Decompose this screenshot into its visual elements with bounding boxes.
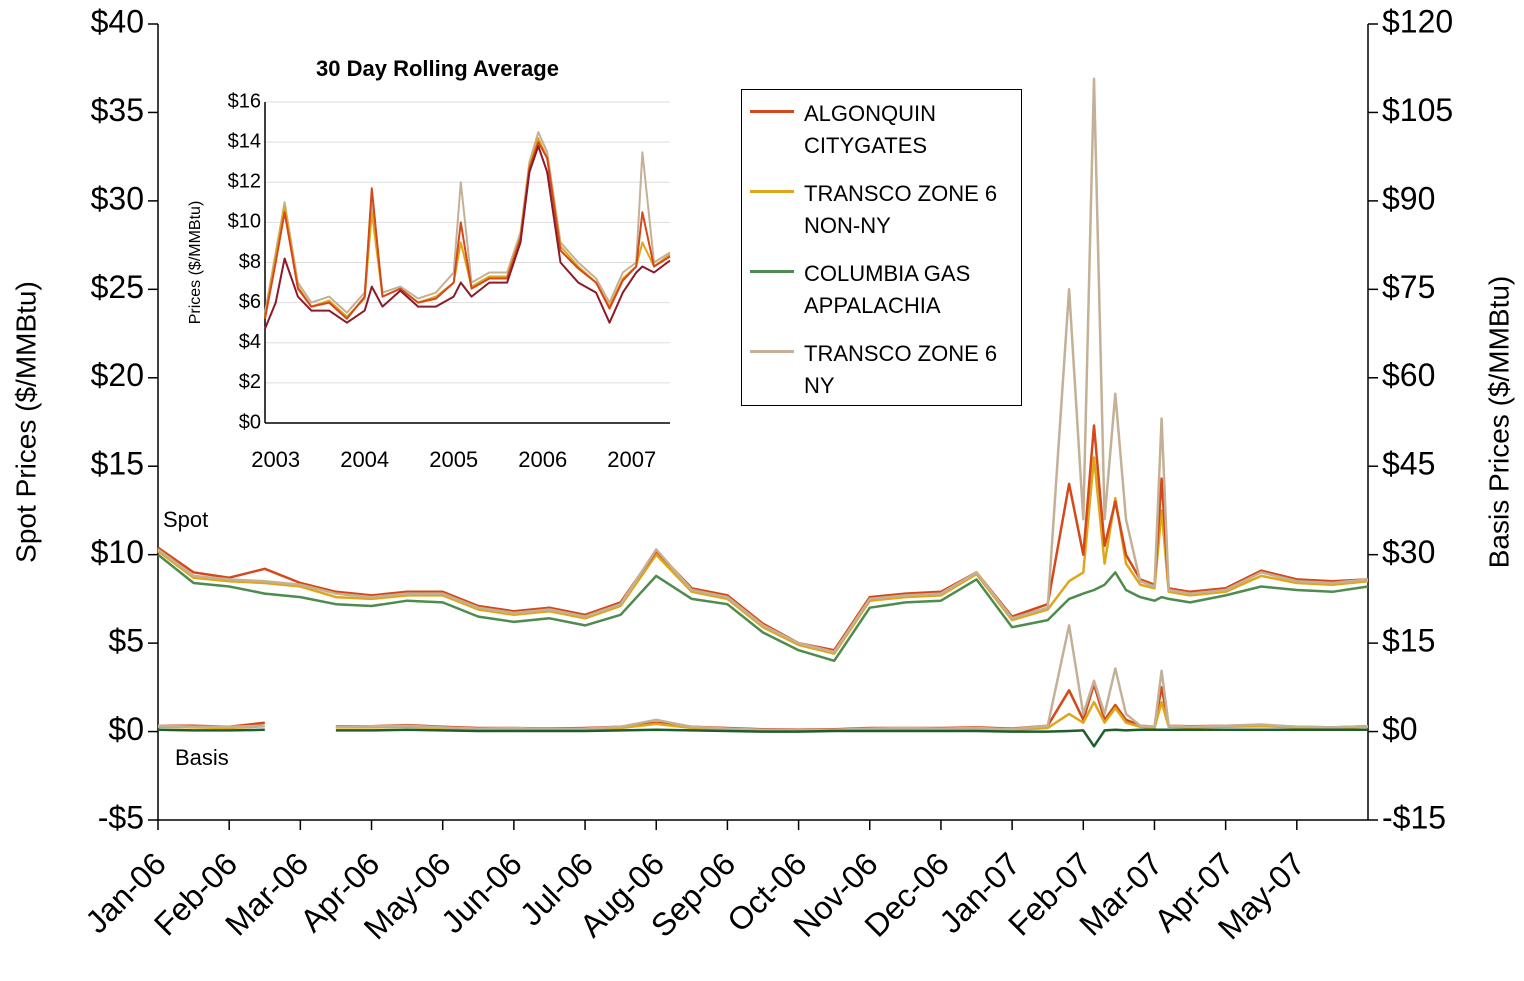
legend-swatch: [750, 110, 794, 113]
y2-tick-label: $120: [1382, 3, 1453, 39]
legend-entry: ALGONQUIN CITYGATES: [750, 98, 1021, 178]
y-tick-label: $25: [91, 269, 144, 305]
y-tick-label: $10: [91, 534, 144, 570]
y-tick-label: -$5: [98, 799, 144, 835]
x-tick-label: 2005: [429, 447, 478, 472]
series-line: [157, 424, 1369, 652]
series-line: [157, 456, 1369, 655]
x-tick-label: 2003: [251, 447, 300, 472]
y2-tick-label: -$15: [1382, 799, 1446, 835]
y2-tick-label: $60: [1382, 357, 1435, 393]
y-tick-label: $0: [239, 411, 261, 433]
x-tick-label: Jun-06: [434, 845, 529, 940]
y-tick-label: $12: [228, 171, 261, 193]
y-tick-label: $2: [239, 371, 261, 393]
y-tick-label: $16: [228, 90, 261, 112]
legend: ALGONQUIN CITYGATES TRANSCO ZONE 6 NON-NY…: [741, 89, 1022, 406]
y-tick-label: $5: [108, 623, 144, 659]
series-line: [264, 145, 671, 330]
x-tick-label: 2006: [518, 447, 567, 472]
y-tick-label: $0: [108, 711, 144, 747]
y2-tick-label: $45: [1382, 446, 1435, 482]
series-line: [158, 683, 1369, 732]
y2-tick-label: $75: [1382, 269, 1435, 305]
legend-entry: TRANSCO ZONE 6 NON-NY: [750, 178, 1021, 258]
y2-tick-label: $0: [1382, 711, 1418, 747]
annotation: Basis: [175, 745, 229, 770]
y-tick-label: $35: [91, 92, 144, 128]
legend-entry: COLUMBIA GAS APPALACHIA: [750, 258, 1021, 338]
y-axis-title: Prices ($/MMBtu): [187, 201, 204, 325]
y2-tick-label: $90: [1382, 180, 1435, 216]
y-tick-label: $14: [228, 130, 261, 152]
legend-entry: TRANSCO ZONE 6 NY: [750, 338, 1021, 418]
series-line: [157, 553, 1369, 663]
y-tick-label: $4: [239, 331, 261, 353]
y2-axis-title: Basis Prices ($/MMBtu): [1483, 276, 1514, 569]
legend-swatch: [750, 350, 794, 353]
y-tick-label: $15: [91, 446, 144, 482]
legend-label: COLUMBIA GAS APPALACHIA: [804, 261, 971, 318]
y2-tick-label: $30: [1382, 534, 1435, 570]
y-tick-label: $40: [91, 3, 144, 39]
series-line: [157, 624, 1369, 732]
annotation: Spot: [163, 507, 208, 532]
y-tick-label: $8: [239, 251, 261, 273]
series-line: [157, 728, 1368, 748]
legend-label: TRANSCO ZONE 6 NY: [804, 341, 998, 398]
series-line: [157, 77, 1369, 654]
series-line: [264, 141, 671, 320]
y-tick-label: $20: [91, 357, 144, 393]
legend-label: TRANSCO ZONE 6 NON-NY: [804, 181, 998, 238]
x-tick-label: 2004: [340, 447, 389, 472]
y-tick-label: $6: [239, 291, 261, 313]
legend-swatch: [750, 190, 794, 193]
legend-swatch: [750, 270, 794, 273]
y2-tick-label: $15: [1382, 623, 1435, 659]
chart-title: 30 Day Rolling Average: [316, 56, 559, 81]
y-tick-label: $30: [91, 180, 144, 216]
y2-tick-label: $105: [1382, 92, 1453, 128]
y-axis-title: Spot Prices ($/MMBtu): [10, 281, 41, 563]
x-tick-label: 2007: [607, 447, 656, 472]
y-tick-label: $10: [228, 211, 261, 233]
legend-label: ALGONQUIN CITYGATES: [804, 101, 937, 158]
